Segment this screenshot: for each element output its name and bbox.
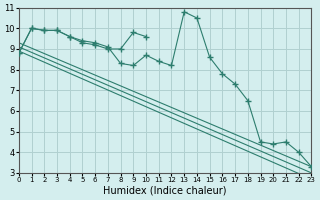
- X-axis label: Humidex (Indice chaleur): Humidex (Indice chaleur): [103, 186, 227, 196]
